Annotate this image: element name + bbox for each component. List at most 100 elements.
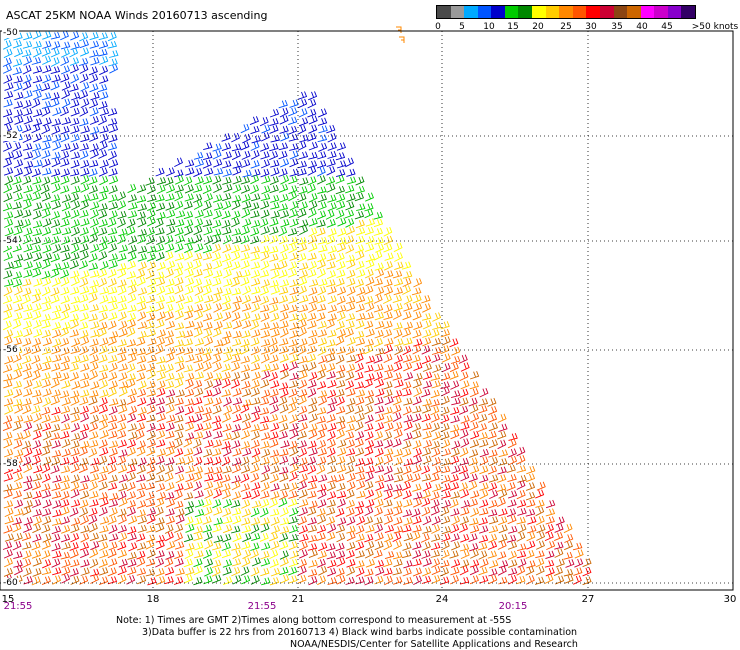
wind-barb	[51, 200, 61, 210]
wind-barb	[412, 405, 422, 414]
wind-barb	[392, 310, 402, 320]
wind-barb	[165, 482, 175, 492]
colorbar-segment	[450, 6, 465, 18]
wind-barb	[325, 507, 336, 516]
wind-barb	[212, 524, 222, 533]
wind-barb	[242, 285, 252, 296]
wind-barb	[288, 516, 298, 525]
wind-barb	[346, 259, 356, 270]
wind-barb	[346, 286, 356, 297]
wind-barb	[460, 489, 470, 499]
wind-barb	[403, 532, 413, 542]
wind-barb	[164, 235, 174, 245]
wind-barb	[525, 491, 536, 501]
wind-barb	[335, 185, 345, 195]
wind-barb	[441, 386, 450, 397]
wind-barb	[22, 550, 32, 560]
wind-barb	[22, 124, 32, 134]
wind-barb	[202, 353, 212, 364]
wind-barb	[240, 345, 250, 355]
wind-barb	[33, 109, 43, 118]
wind-barb	[346, 397, 356, 407]
wind-barb	[174, 339, 185, 348]
wind-barb	[278, 260, 288, 270]
wind-barb	[298, 269, 308, 279]
wind-barb	[260, 159, 270, 169]
wind-barb	[231, 338, 242, 347]
wind-barb	[469, 381, 479, 390]
wind-barb	[2, 295, 13, 304]
wind-barb	[250, 261, 261, 270]
wind-barb	[42, 218, 52, 228]
wind-barb	[317, 337, 328, 347]
wind-barb	[70, 517, 81, 526]
wind-barb	[79, 329, 89, 339]
wind-barb	[289, 550, 299, 559]
wind-barb	[202, 159, 212, 169]
wind-barb	[146, 439, 156, 448]
wind-barb	[108, 124, 119, 134]
wind-barb	[32, 473, 43, 482]
wind-barb	[279, 517, 290, 526]
wind-barb	[32, 90, 42, 101]
wind-barb	[51, 456, 61, 466]
wind-barb	[31, 355, 41, 365]
wind-barb	[269, 108, 280, 118]
wind-barb	[50, 378, 60, 389]
wind-barb	[40, 184, 50, 195]
wind-barb	[231, 424, 242, 433]
wind-barb	[335, 354, 345, 365]
wind-barb	[346, 302, 356, 312]
wind-barb	[61, 236, 71, 245]
wind-barb	[299, 533, 309, 542]
wind-barb	[231, 431, 241, 441]
wind-barb	[401, 328, 412, 338]
wind-barb	[327, 228, 337, 237]
wind-barb	[164, 330, 174, 339]
wind-barb	[421, 465, 431, 475]
wind-barb	[117, 414, 127, 423]
wind-barb	[221, 160, 232, 169]
wind-barb	[279, 193, 289, 203]
wind-barb	[430, 473, 440, 483]
wind-barb	[166, 540, 176, 551]
wind-barb	[232, 515, 242, 525]
wind-barb	[137, 380, 147, 390]
wind-barb	[384, 252, 394, 261]
wind-barb	[107, 515, 117, 525]
wind-barb	[212, 387, 222, 397]
wind-barb	[21, 294, 31, 305]
wind-barb	[164, 268, 174, 279]
wind-barb	[108, 507, 118, 517]
wind-barb	[280, 219, 290, 228]
wind-barb	[126, 312, 136, 322]
wind-barb	[89, 346, 99, 356]
wind-barb	[90, 414, 99, 424]
wind-barb	[459, 388, 469, 398]
wind-barb	[287, 403, 297, 414]
wind-barb	[99, 466, 109, 474]
wind-barb	[147, 202, 157, 212]
wind-barb	[3, 415, 13, 424]
wind-barb	[107, 31, 117, 42]
wind-barb	[126, 339, 137, 348]
wind-barb	[3, 252, 13, 261]
wind-barb	[156, 235, 166, 246]
wind-barb	[222, 516, 233, 525]
wind-barb	[270, 404, 279, 414]
wind-barb	[336, 429, 345, 440]
wind-barb	[412, 541, 422, 550]
wind-barb	[61, 81, 71, 91]
wind-barb	[289, 143, 299, 151]
wind-barb	[88, 293, 98, 303]
wind-barb	[449, 371, 459, 380]
wind-barb	[440, 506, 450, 516]
wind-barb	[213, 312, 223, 322]
wind-barb	[279, 354, 289, 363]
wind-barb	[516, 516, 526, 525]
wind-barb	[61, 559, 71, 568]
wind-barb	[307, 543, 318, 551]
wind-barb	[535, 506, 545, 517]
wind-barb	[270, 134, 281, 143]
wind-barb	[413, 278, 423, 288]
